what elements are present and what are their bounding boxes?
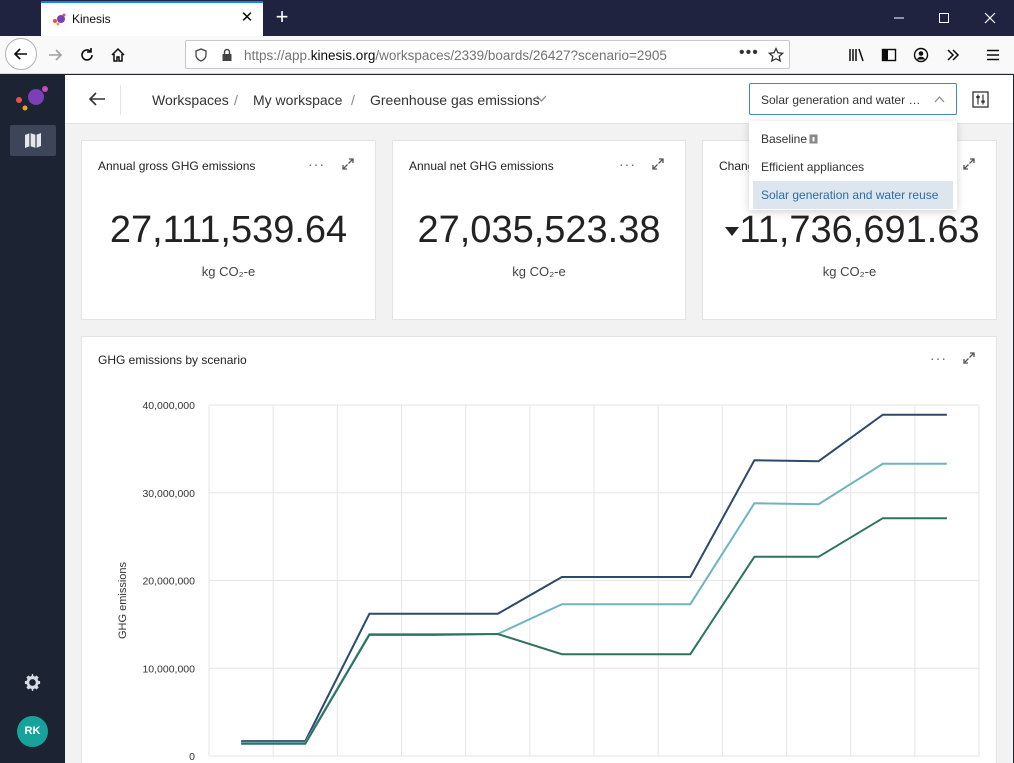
lock-icon[interactable] [221, 48, 233, 62]
breadcrumb-separator: / [234, 92, 238, 108]
home-icon[interactable] [104, 41, 132, 69]
url-text[interactable]: https://app.kinesis.org/workspaces/2339/… [244, 48, 667, 63]
chart-title: GHG emissions by scenario [98, 353, 247, 367]
user-avatar[interactable]: RK [17, 716, 48, 747]
expand-icon[interactable] [962, 351, 976, 365]
triangle-down-icon [725, 227, 739, 236]
series-line-3 [241, 517, 947, 745]
bookmark-star-icon[interactable] [768, 47, 784, 63]
app-sidebar: RK [0, 75, 65, 763]
card-title: Annual net GHG emissions [409, 159, 554, 173]
chevron-down-icon[interactable] [536, 95, 547, 103]
browser-titlebar: Kinesis ✕ + [0, 0, 1014, 36]
back-arrow-icon[interactable] [88, 91, 106, 107]
y-tick-label: 10,000,000 [142, 663, 195, 675]
sidebar-toggle-icon[interactable] [875, 41, 903, 69]
account-icon[interactable] [907, 41, 935, 69]
scenario-option-efficient-appliances[interactable]: Efficient appliances [761, 160, 865, 174]
y-tick-label: 40,000,000 [142, 400, 195, 412]
hamburger-menu-icon[interactable] [979, 41, 1007, 69]
line-chart: 0 10,000,000 20,000,000 30,000,000 40,000,00… [117, 400, 980, 763]
kpi-card-gross: Annual gross GHG emissions ··· 27,111,53… [81, 140, 376, 320]
expand-icon[interactable] [651, 157, 665, 171]
scenario-option-solar-generation[interactable]: Solar generation and water reuse [753, 181, 953, 209]
expand-icon[interactable] [341, 157, 355, 171]
browser-navbar: https://app.kinesis.org/workspaces/2339/… [0, 36, 1014, 74]
more-options-icon[interactable]: ··· [930, 350, 947, 366]
series-line-1 [241, 413, 947, 743]
chart-card: GHG emissions by scenario ··· 0 10,000,00… [81, 336, 997, 763]
scenario-dropdown: Baseline Efficient appliances Solar gene… [749, 121, 957, 210]
shield-icon[interactable] [194, 48, 208, 62]
maximize-icon[interactable] [921, 0, 967, 36]
chevron-up-icon [934, 96, 945, 103]
library-icon[interactable] [843, 41, 871, 69]
y-axis-label: GHG emissions [117, 561, 129, 639]
expand-icon[interactable] [962, 157, 976, 171]
minimize-icon[interactable] [876, 0, 922, 36]
breadcrumb-my-workspace[interactable]: My workspace [253, 92, 343, 108]
kinesis-logo-icon [53, 13, 66, 26]
more-options-icon[interactable]: ··· [308, 156, 325, 172]
kpi-value: 27,111,539.64 [109, 209, 348, 251]
lock-icon [809, 134, 818, 144]
kpi-value: 27,035,523.38 [417, 209, 661, 251]
tab-title: Kinesis [72, 12, 111, 26]
kinesis-logo[interactable] [14, 85, 50, 113]
reload-icon[interactable] [73, 41, 101, 69]
boards-nav-button[interactable] [10, 125, 56, 156]
y-tick-label: 30,000,000 [142, 488, 195, 500]
kpi-unit: kg CO₂-e [822, 264, 877, 279]
scenario-option-baseline[interactable]: Baseline [753, 125, 953, 153]
breadcrumb-board[interactable]: Greenhouse gas emissions [370, 92, 540, 108]
app: RK Workspaces / My workspace / Greenhous… [0, 75, 1014, 763]
y-tick-label: 20,000,000 [142, 576, 195, 588]
browser-tab[interactable]: Kinesis ✕ [41, 1, 263, 36]
browser-forward-icon[interactable] [41, 41, 69, 69]
kpi-card-net: Annual net GHG emissions ··· 27,035,523.… [392, 140, 686, 320]
scenario-select[interactable]: Solar generation and water reuse [749, 83, 957, 115]
url-bar[interactable]: https://app.kinesis.org/workspaces/2339/… [185, 40, 790, 69]
tab-close-icon[interactable]: ✕ [240, 9, 254, 26]
board-header: Workspaces / My workspace / Greenhouse g… [65, 75, 1013, 124]
window-close-icon[interactable] [967, 0, 1013, 36]
more-options-icon[interactable]: ··· [619, 156, 636, 172]
new-tab-icon[interactable]: + [275, 4, 289, 29]
kpi-unit: kg CO₂-e [512, 264, 566, 279]
breadcrumb-separator: / [351, 92, 355, 108]
page-actions-icon[interactable]: ••• [739, 44, 759, 61]
card-title: Annual gross GHG emissions [98, 159, 256, 173]
overflow-chevrons-icon[interactable] [939, 41, 967, 69]
header-divider [120, 85, 121, 115]
browser-back-icon[interactable] [5, 38, 37, 70]
kpi-value: 11,736,691.63 [703, 209, 996, 252]
scenario-select-value: Solar generation and water reuse [761, 93, 923, 107]
breadcrumb-workspaces[interactable]: Workspaces [152, 92, 229, 108]
y-tick-label: 0 [189, 751, 195, 763]
kpi-unit: kg CO₂-e [201, 264, 256, 279]
board-settings-sliders-icon[interactable] [972, 91, 989, 108]
settings-gear-icon[interactable] [23, 673, 42, 692]
card-title: Chang [719, 159, 755, 173]
map-icon [25, 133, 41, 148]
main-content: Workspaces / My workspace / Greenhouse g… [65, 75, 1014, 763]
